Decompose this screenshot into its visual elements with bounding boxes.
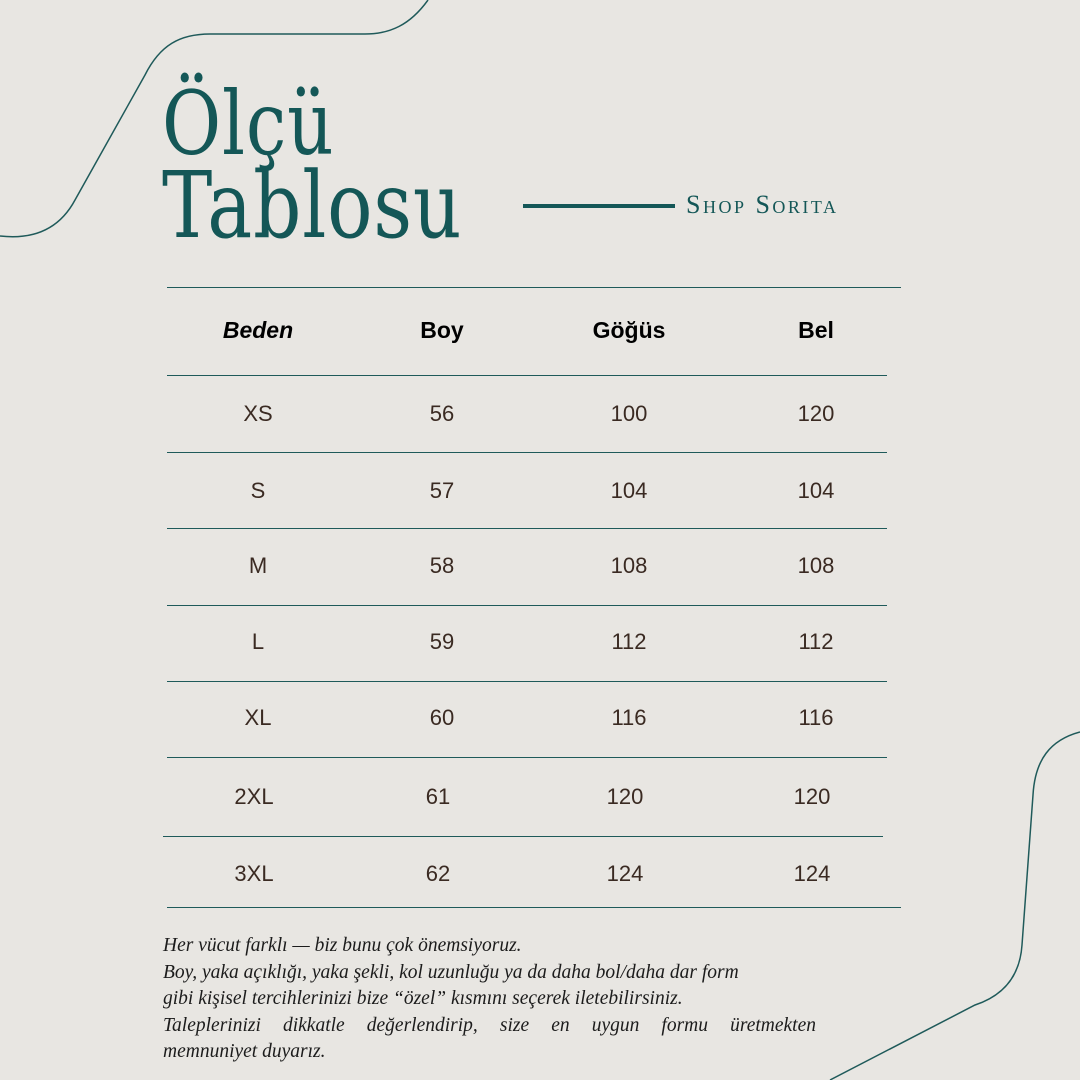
table-cell: 116 [611, 705, 647, 730]
title-line-2: Tablosu [162, 152, 463, 259]
column-header: Boy [420, 317, 464, 343]
top-left-curve [0, 0, 429, 238]
table-cell: 120 [797, 401, 835, 426]
table-cell: 116 [798, 705, 834, 730]
table-cell: 2XL [234, 784, 274, 809]
column-header: Göğüs [592, 317, 666, 343]
table-cell: 112 [798, 629, 834, 654]
table-divider [167, 681, 887, 682]
table-cell: XL [244, 705, 272, 730]
table-cell: L [251, 629, 265, 654]
table-cell: 57 [429, 478, 455, 503]
note-line: gibi kişisel tercihlerinizi bize “özel” … [163, 988, 683, 1009]
table-divider [167, 528, 887, 529]
table-cell: 60 [429, 705, 455, 730]
note-line: memnuniyet duyarız. [163, 1041, 326, 1062]
table-cell: 3XL [234, 861, 274, 886]
column-header: Bel [798, 317, 834, 343]
table-cell: 100 [610, 401, 648, 426]
table-cell: 120 [606, 784, 644, 809]
table-cell: S [250, 478, 266, 503]
table-cell: 56 [429, 401, 455, 426]
table-divider [167, 452, 887, 453]
note-line: Boy, yaka açıklığı, yaka şekli, kol uzun… [163, 961, 739, 983]
table-cell: 108 [797, 553, 835, 578]
bottom-right-curve [829, 731, 1080, 1080]
table-divider [167, 907, 901, 908]
table-divider [163, 836, 883, 837]
table-cell: 120 [793, 784, 831, 809]
table-divider [167, 757, 887, 758]
table-divider [167, 375, 887, 376]
table-cell: 124 [793, 861, 831, 886]
table-cell: 104 [797, 478, 835, 503]
column-header: Beden [222, 317, 294, 343]
table-divider [167, 605, 887, 606]
size-note: Her vücut farklı — biz bunu çok önemsiyo… [163, 933, 816, 1066]
table-cell: 59 [429, 629, 455, 654]
brand-name: Shop Sorita [686, 190, 839, 219]
title-line-1: Ölçü [162, 72, 335, 175]
table-cell: 104 [610, 478, 648, 503]
table-cell: XS [243, 401, 273, 426]
table-divider [167, 287, 901, 288]
table-cell: 62 [425, 861, 451, 886]
note-line: Her vücut farklı — biz bunu çok önemsiyo… [163, 935, 522, 956]
table-cell: 124 [606, 861, 644, 886]
table-cell: 112 [611, 629, 647, 654]
table-cell: M [248, 553, 268, 578]
table-cell: 58 [429, 553, 455, 578]
title-divider [523, 204, 675, 208]
table-cell: 108 [610, 553, 648, 578]
table-cell: 61 [425, 784, 451, 809]
note-line: Taleplerinizi dikkatle değerlendirip, si… [163, 1014, 816, 1036]
